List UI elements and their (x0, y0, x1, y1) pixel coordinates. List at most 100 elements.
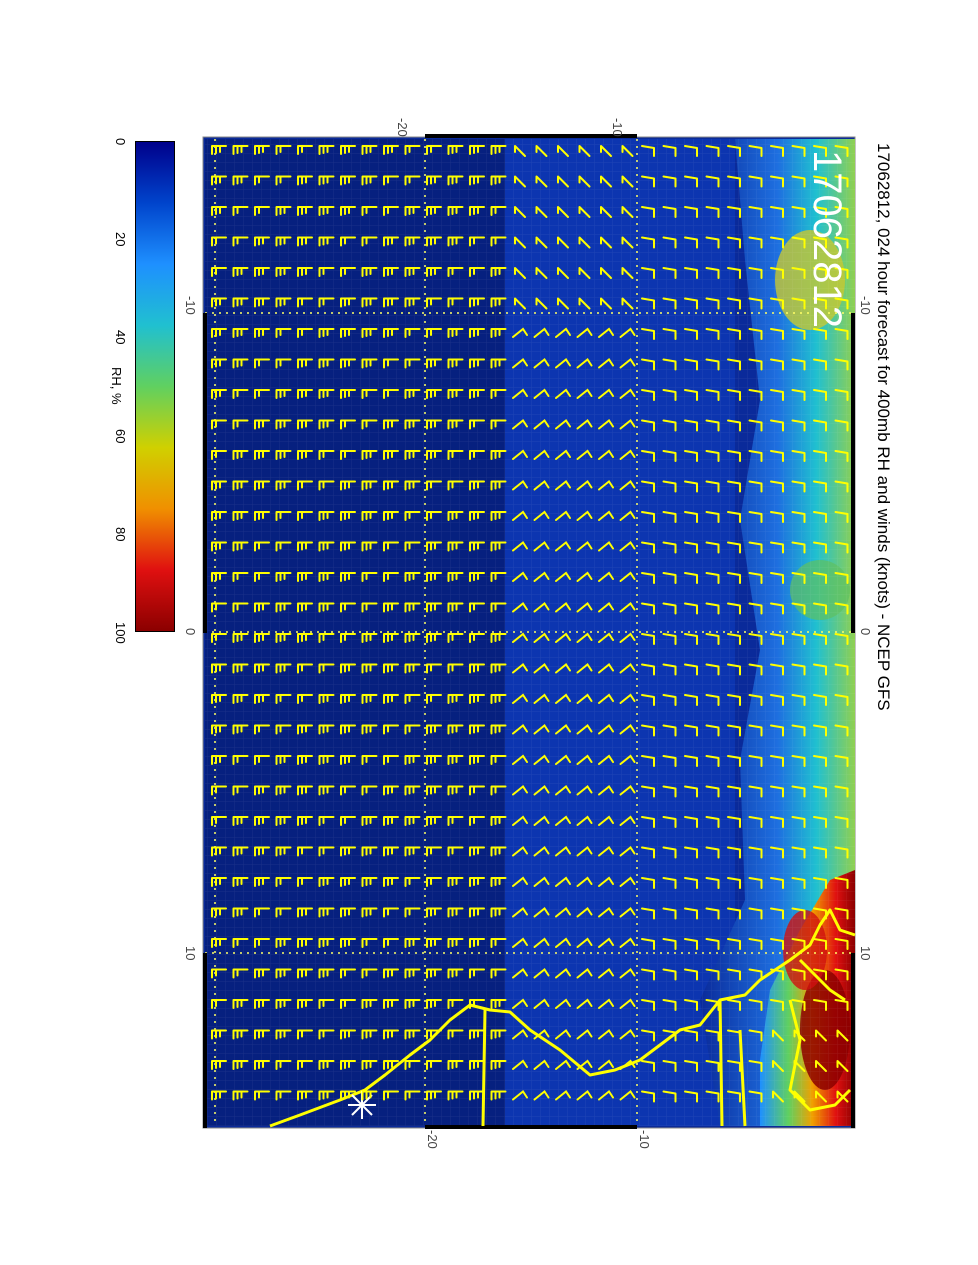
wind-barb (232, 816, 249, 826)
wind-barb (770, 480, 784, 493)
wind-barb (727, 999, 741, 1011)
wind-barb (684, 1060, 698, 1072)
wind-barb (705, 816, 720, 828)
wind-barb (383, 328, 399, 338)
wind-barb (340, 877, 356, 887)
wind-barb (791, 663, 806, 676)
wind-barb (533, 1029, 550, 1040)
wind-barb (576, 907, 593, 918)
wind-barb (469, 694, 485, 704)
wind-barb (555, 1059, 571, 1070)
wind-barb (211, 724, 227, 735)
wind-barb (275, 175, 292, 186)
wind-barb (297, 358, 313, 369)
wind-barb (275, 938, 292, 948)
wind-barb (619, 693, 636, 704)
wind-barb (557, 145, 569, 157)
wind-barb (727, 633, 741, 645)
wind-barb (447, 389, 464, 399)
wind-barb (684, 267, 698, 279)
wind-barb (727, 602, 741, 615)
wind-barb (211, 267, 227, 277)
wind-barb (533, 785, 550, 796)
left-label-1: -10 (183, 296, 198, 315)
wind-barb (533, 510, 550, 521)
wind-barb (383, 450, 399, 460)
wind-barb (297, 541, 313, 552)
wind-barb (813, 785, 827, 798)
wind-barb (791, 328, 806, 340)
wind-barb (834, 236, 849, 249)
wind-barb (770, 389, 784, 401)
right-label-2: 0 (858, 628, 873, 636)
wind-barb (641, 328, 655, 340)
wind-barb (772, 1060, 784, 1072)
wind-barb (404, 267, 421, 277)
wind-barb (232, 328, 249, 338)
wind-barb (340, 328, 356, 338)
wind-barb (318, 267, 335, 277)
wind-barb (490, 1060, 507, 1070)
wind-barb (662, 419, 677, 432)
wind-barb (211, 236, 227, 247)
wind-barb (275, 633, 292, 643)
wind-barb (232, 938, 249, 948)
wind-barb (275, 541, 292, 552)
wind-barb (684, 755, 698, 767)
wind-barb (404, 175, 421, 186)
wind-barb (533, 907, 550, 918)
wind-barb (512, 327, 528, 338)
wind-barb (447, 1060, 464, 1070)
wind-barb (576, 327, 593, 338)
wind-barb (469, 267, 485, 277)
wind-barb (555, 846, 571, 857)
wind-barb (447, 572, 464, 582)
wind-barb (834, 663, 849, 676)
wind-barb (533, 358, 550, 369)
wind-barb (684, 968, 698, 981)
wind-barb (727, 541, 741, 554)
wind-barb (684, 602, 698, 615)
wind-barb (383, 846, 399, 857)
wind-barb (340, 663, 356, 674)
wind-barb (404, 328, 421, 338)
map-title: 17062812, 024 hour forecast for 400mb RH… (874, 143, 893, 711)
wind-barb (813, 358, 827, 371)
wind-barb (619, 602, 636, 613)
wind-barb (791, 297, 806, 310)
wind-barb (791, 724, 806, 737)
wind-barb (383, 694, 399, 704)
wind-barb (404, 846, 421, 857)
wind-barb (297, 846, 313, 857)
wind-barb (318, 480, 335, 491)
wind-barb (834, 175, 849, 188)
colorbar-tick: 20 (113, 232, 128, 247)
wind-barb (705, 480, 720, 493)
wind-barb (318, 541, 335, 552)
wind-barb (600, 267, 612, 279)
wind-barb (619, 998, 636, 1009)
wind-barb (791, 785, 806, 798)
wind-barb (232, 145, 249, 155)
wind-barb (557, 297, 569, 310)
wind-barb (727, 175, 741, 188)
wind-barb (297, 1060, 313, 1070)
wind-barb (813, 572, 827, 584)
wind-barb (490, 480, 507, 491)
wind-barb (576, 358, 593, 369)
wind-barb (318, 602, 335, 613)
wind-barb (297, 480, 313, 491)
wind-barb (619, 388, 636, 399)
wind-barb (512, 846, 528, 857)
wind-barb (318, 968, 335, 979)
wind-barb (662, 328, 677, 340)
wind-barb (598, 968, 614, 979)
wind-barb (211, 694, 227, 704)
wind-barb (404, 236, 421, 247)
wind-barb (641, 236, 655, 249)
wind-barb (791, 694, 806, 706)
wind-barb (727, 907, 741, 920)
wind-barb (533, 571, 550, 582)
wind-barb (211, 389, 227, 399)
wind-barb (514, 145, 526, 157)
